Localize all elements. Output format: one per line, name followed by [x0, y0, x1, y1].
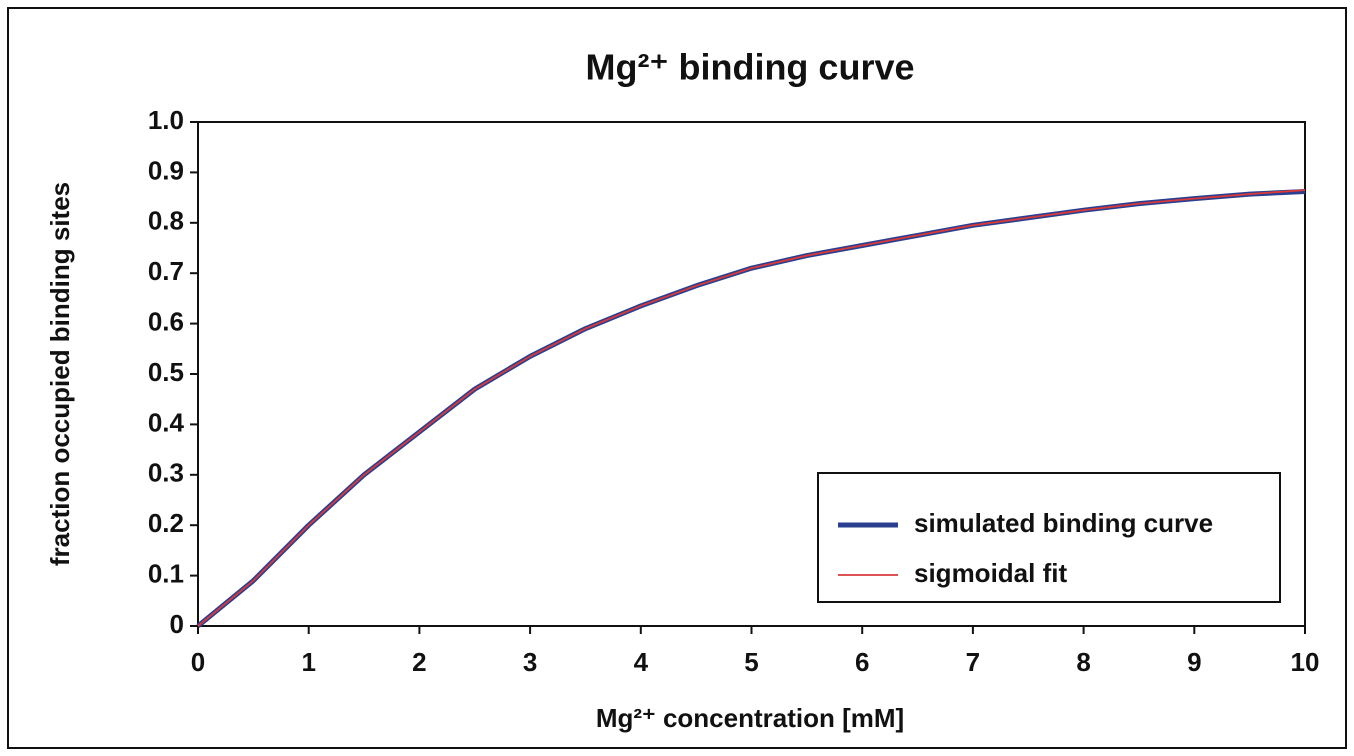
outer-frame [7, 7, 1347, 749]
y-tick-label: 0.8 [148, 206, 184, 236]
x-tick-label: 1 [301, 647, 315, 677]
legend-label: sigmoidal fit [914, 558, 1067, 588]
y-tick-label: 0.7 [148, 256, 184, 286]
y-tick-label: 1.0 [148, 105, 184, 135]
x-axis-label: Mg²⁺ concentration [mM] [596, 703, 904, 733]
x-tick-label: 4 [634, 647, 649, 677]
x-tick-label: 3 [523, 647, 537, 677]
x-tick-label: 5 [744, 647, 758, 677]
x-tick-label: 2 [412, 647, 426, 677]
data-line [197, 189, 1306, 627]
y-tick-label: 0.4 [148, 407, 185, 437]
legend-box [817, 472, 1281, 603]
y-axis-label: fraction occupied binding sites [45, 182, 75, 566]
chart-title: Mg²⁺ binding curve [586, 47, 915, 88]
y-tick-label: 0.3 [148, 458, 184, 488]
y-tick-label: 0.6 [148, 306, 184, 336]
x-tick-label: 9 [1187, 647, 1201, 677]
x-tick-label: 0 [191, 647, 205, 677]
x-tick-label: 8 [1076, 647, 1090, 677]
x-tick-label: 6 [855, 647, 869, 677]
y-tick-label: 0.5 [148, 357, 184, 387]
y-tick-label: 0.9 [148, 155, 184, 185]
y-tick-label: 0 [170, 609, 184, 639]
y-tick-label: 0.2 [148, 508, 184, 538]
x-tick-label: 10 [1291, 647, 1320, 677]
x-tick-label: 7 [966, 647, 980, 677]
legend-label: simulated binding curve [914, 508, 1213, 538]
y-tick-label: 0.1 [148, 558, 184, 588]
